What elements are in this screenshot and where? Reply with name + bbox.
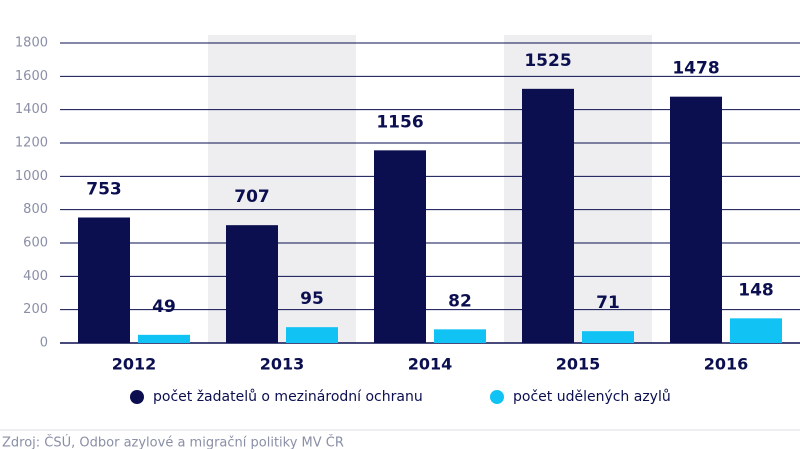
- data-label: 1478: [672, 59, 719, 79]
- bar: [374, 150, 426, 343]
- y-tick-label: 1600: [15, 69, 48, 84]
- bar: [582, 331, 634, 343]
- data-label: 1156: [376, 112, 423, 132]
- data-label: 707: [234, 187, 270, 207]
- y-tick-label: 1800: [15, 36, 48, 51]
- y-tick-label: 800: [23, 202, 48, 217]
- data-label: 82: [448, 291, 472, 311]
- bar: [138, 334, 190, 343]
- bar: [286, 327, 338, 343]
- data-label: 49: [152, 297, 176, 317]
- legend-label: počet udělených azylů: [513, 389, 671, 405]
- data-label: 71: [596, 293, 620, 313]
- x-tick-label: 2012: [112, 355, 157, 374]
- y-tick-label: 200: [23, 302, 48, 317]
- data-label: 1525: [524, 51, 571, 71]
- x-tick-label: 2014: [408, 355, 453, 374]
- legend-marker: [490, 390, 504, 404]
- x-tick-label: 2016: [704, 355, 749, 374]
- source-note: Zdroj: ČSÚ, Odbor azylové a migrační pol…: [2, 435, 344, 449]
- y-tick-label: 1200: [15, 136, 48, 151]
- y-tick-label: 400: [23, 269, 48, 284]
- data-label: 753: [86, 180, 122, 200]
- bar: [670, 96, 722, 344]
- legend-label: počet žadatelů o mezinárodní ochranu: [153, 389, 423, 405]
- legend-marker: [130, 390, 144, 404]
- bar: [434, 329, 486, 343]
- y-tick-label: 600: [23, 236, 48, 251]
- y-tick-label: 0: [40, 336, 48, 351]
- bar: [522, 88, 574, 343]
- x-tick-label: 2013: [260, 355, 305, 374]
- data-label: 148: [738, 280, 774, 300]
- x-tick-label: 2015: [556, 355, 601, 374]
- bar: [226, 225, 278, 343]
- bar: [730, 318, 782, 343]
- bar: [78, 217, 130, 343]
- y-tick-label: 1400: [15, 102, 48, 117]
- y-tick-label: 1000: [15, 169, 48, 184]
- data-label: 95: [300, 289, 324, 309]
